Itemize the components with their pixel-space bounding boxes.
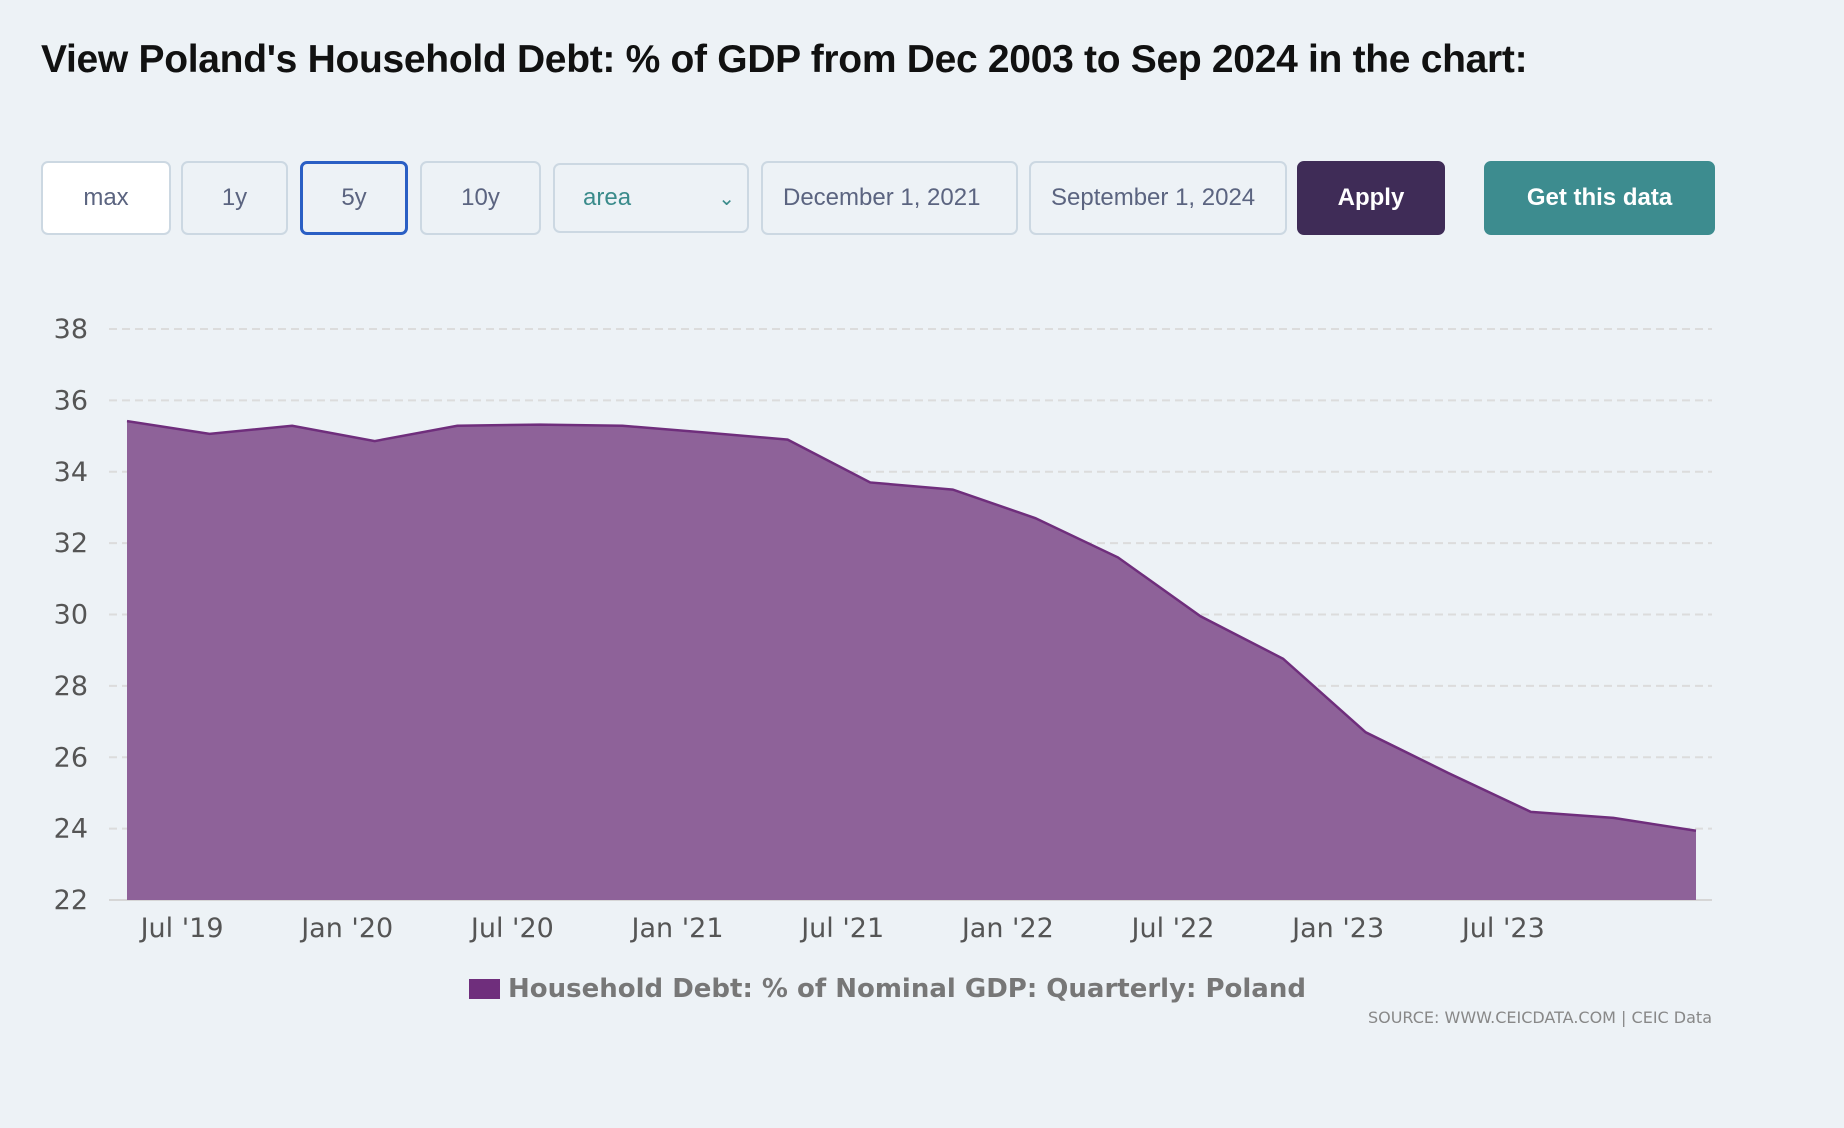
legend-swatch — [469, 979, 500, 999]
y-tick-label: 28 — [54, 671, 88, 702]
source-credit: SOURCE: WWW.CEICDATA.COM | CEIC Data — [1368, 1008, 1712, 1027]
y-tick-label: 22 — [54, 885, 88, 916]
apply-button[interactable]: Apply — [1297, 161, 1445, 235]
chart-type-value: area — [583, 184, 632, 211]
chevron-down-icon: ⌄ — [718, 187, 735, 210]
x-tick-label: Jul '22 — [1130, 913, 1215, 944]
y-tick-label: 30 — [54, 600, 88, 631]
x-tick-label: Jan '20 — [299, 913, 393, 944]
y-tick-label: 38 — [54, 314, 88, 345]
x-tick-label: Jul '23 — [1460, 913, 1545, 944]
series-line — [126, 419, 1697, 833]
legend-label: Household Debt: % of Nominal GDP: Quarte… — [508, 974, 1306, 1004]
range-5y-button[interactable]: 5y — [300, 161, 408, 235]
end-date-input[interactable]: September 1, 2024 — [1029, 161, 1287, 235]
y-tick-label: 32 — [54, 528, 88, 559]
y-tick-label: 24 — [54, 814, 88, 845]
get-this-data-button[interactable]: Get this data — [1484, 161, 1715, 235]
y-tick-label: 34 — [54, 457, 88, 488]
range-max-button[interactable]: max — [41, 161, 171, 235]
y-tick-label: 36 — [54, 385, 88, 416]
x-tick-label: Jul '19 — [139, 913, 224, 944]
y-tick-label: 26 — [54, 742, 88, 773]
x-tick-label: Jul '21 — [799, 913, 884, 944]
x-tick-label: Jan '23 — [1290, 913, 1384, 944]
area-fill — [127, 421, 1696, 900]
start-date-input[interactable]: December 1, 2021 — [761, 161, 1018, 235]
x-tick-label: Jan '21 — [630, 913, 724, 944]
chart-type-select[interactable]: area ⌄ — [553, 163, 749, 233]
x-tick-label: Jul '20 — [469, 913, 554, 944]
x-tick-label: Jan '22 — [960, 913, 1054, 944]
range-10y-button[interactable]: 10y — [420, 161, 541, 235]
range-1y-button[interactable]: 1y — [181, 161, 288, 235]
page-title: View Poland's Household Debt: % of GDP f… — [41, 38, 1528, 81]
